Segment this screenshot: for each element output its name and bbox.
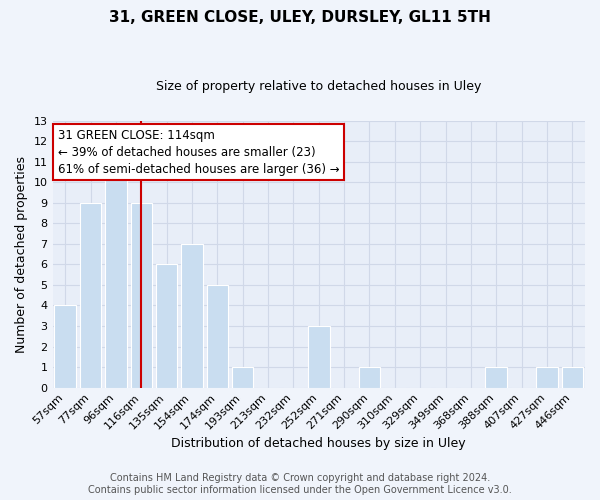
Bar [232,367,253,388]
Text: 31 GREEN CLOSE: 114sqm
← 39% of detached houses are smaller (23)
61% of semi-det: 31 GREEN CLOSE: 114sqm ← 39% of detached… [58,128,340,176]
Bar [308,326,329,388]
Bar [80,202,101,388]
Bar [562,367,583,388]
Bar [131,202,152,388]
X-axis label: Distribution of detached houses by size in Uley: Distribution of detached houses by size … [172,437,466,450]
Title: Size of property relative to detached houses in Uley: Size of property relative to detached ho… [156,80,481,93]
Text: Contains HM Land Registry data © Crown copyright and database right 2024.
Contai: Contains HM Land Registry data © Crown c… [88,474,512,495]
Bar [485,367,507,388]
Bar [359,367,380,388]
Bar [105,162,127,388]
Y-axis label: Number of detached properties: Number of detached properties [15,156,28,352]
Text: 31, GREEN CLOSE, ULEY, DURSLEY, GL11 5TH: 31, GREEN CLOSE, ULEY, DURSLEY, GL11 5TH [109,10,491,25]
Bar [536,367,558,388]
Bar [55,306,76,388]
Bar [181,244,203,388]
Bar [156,264,178,388]
Bar [206,285,228,388]
